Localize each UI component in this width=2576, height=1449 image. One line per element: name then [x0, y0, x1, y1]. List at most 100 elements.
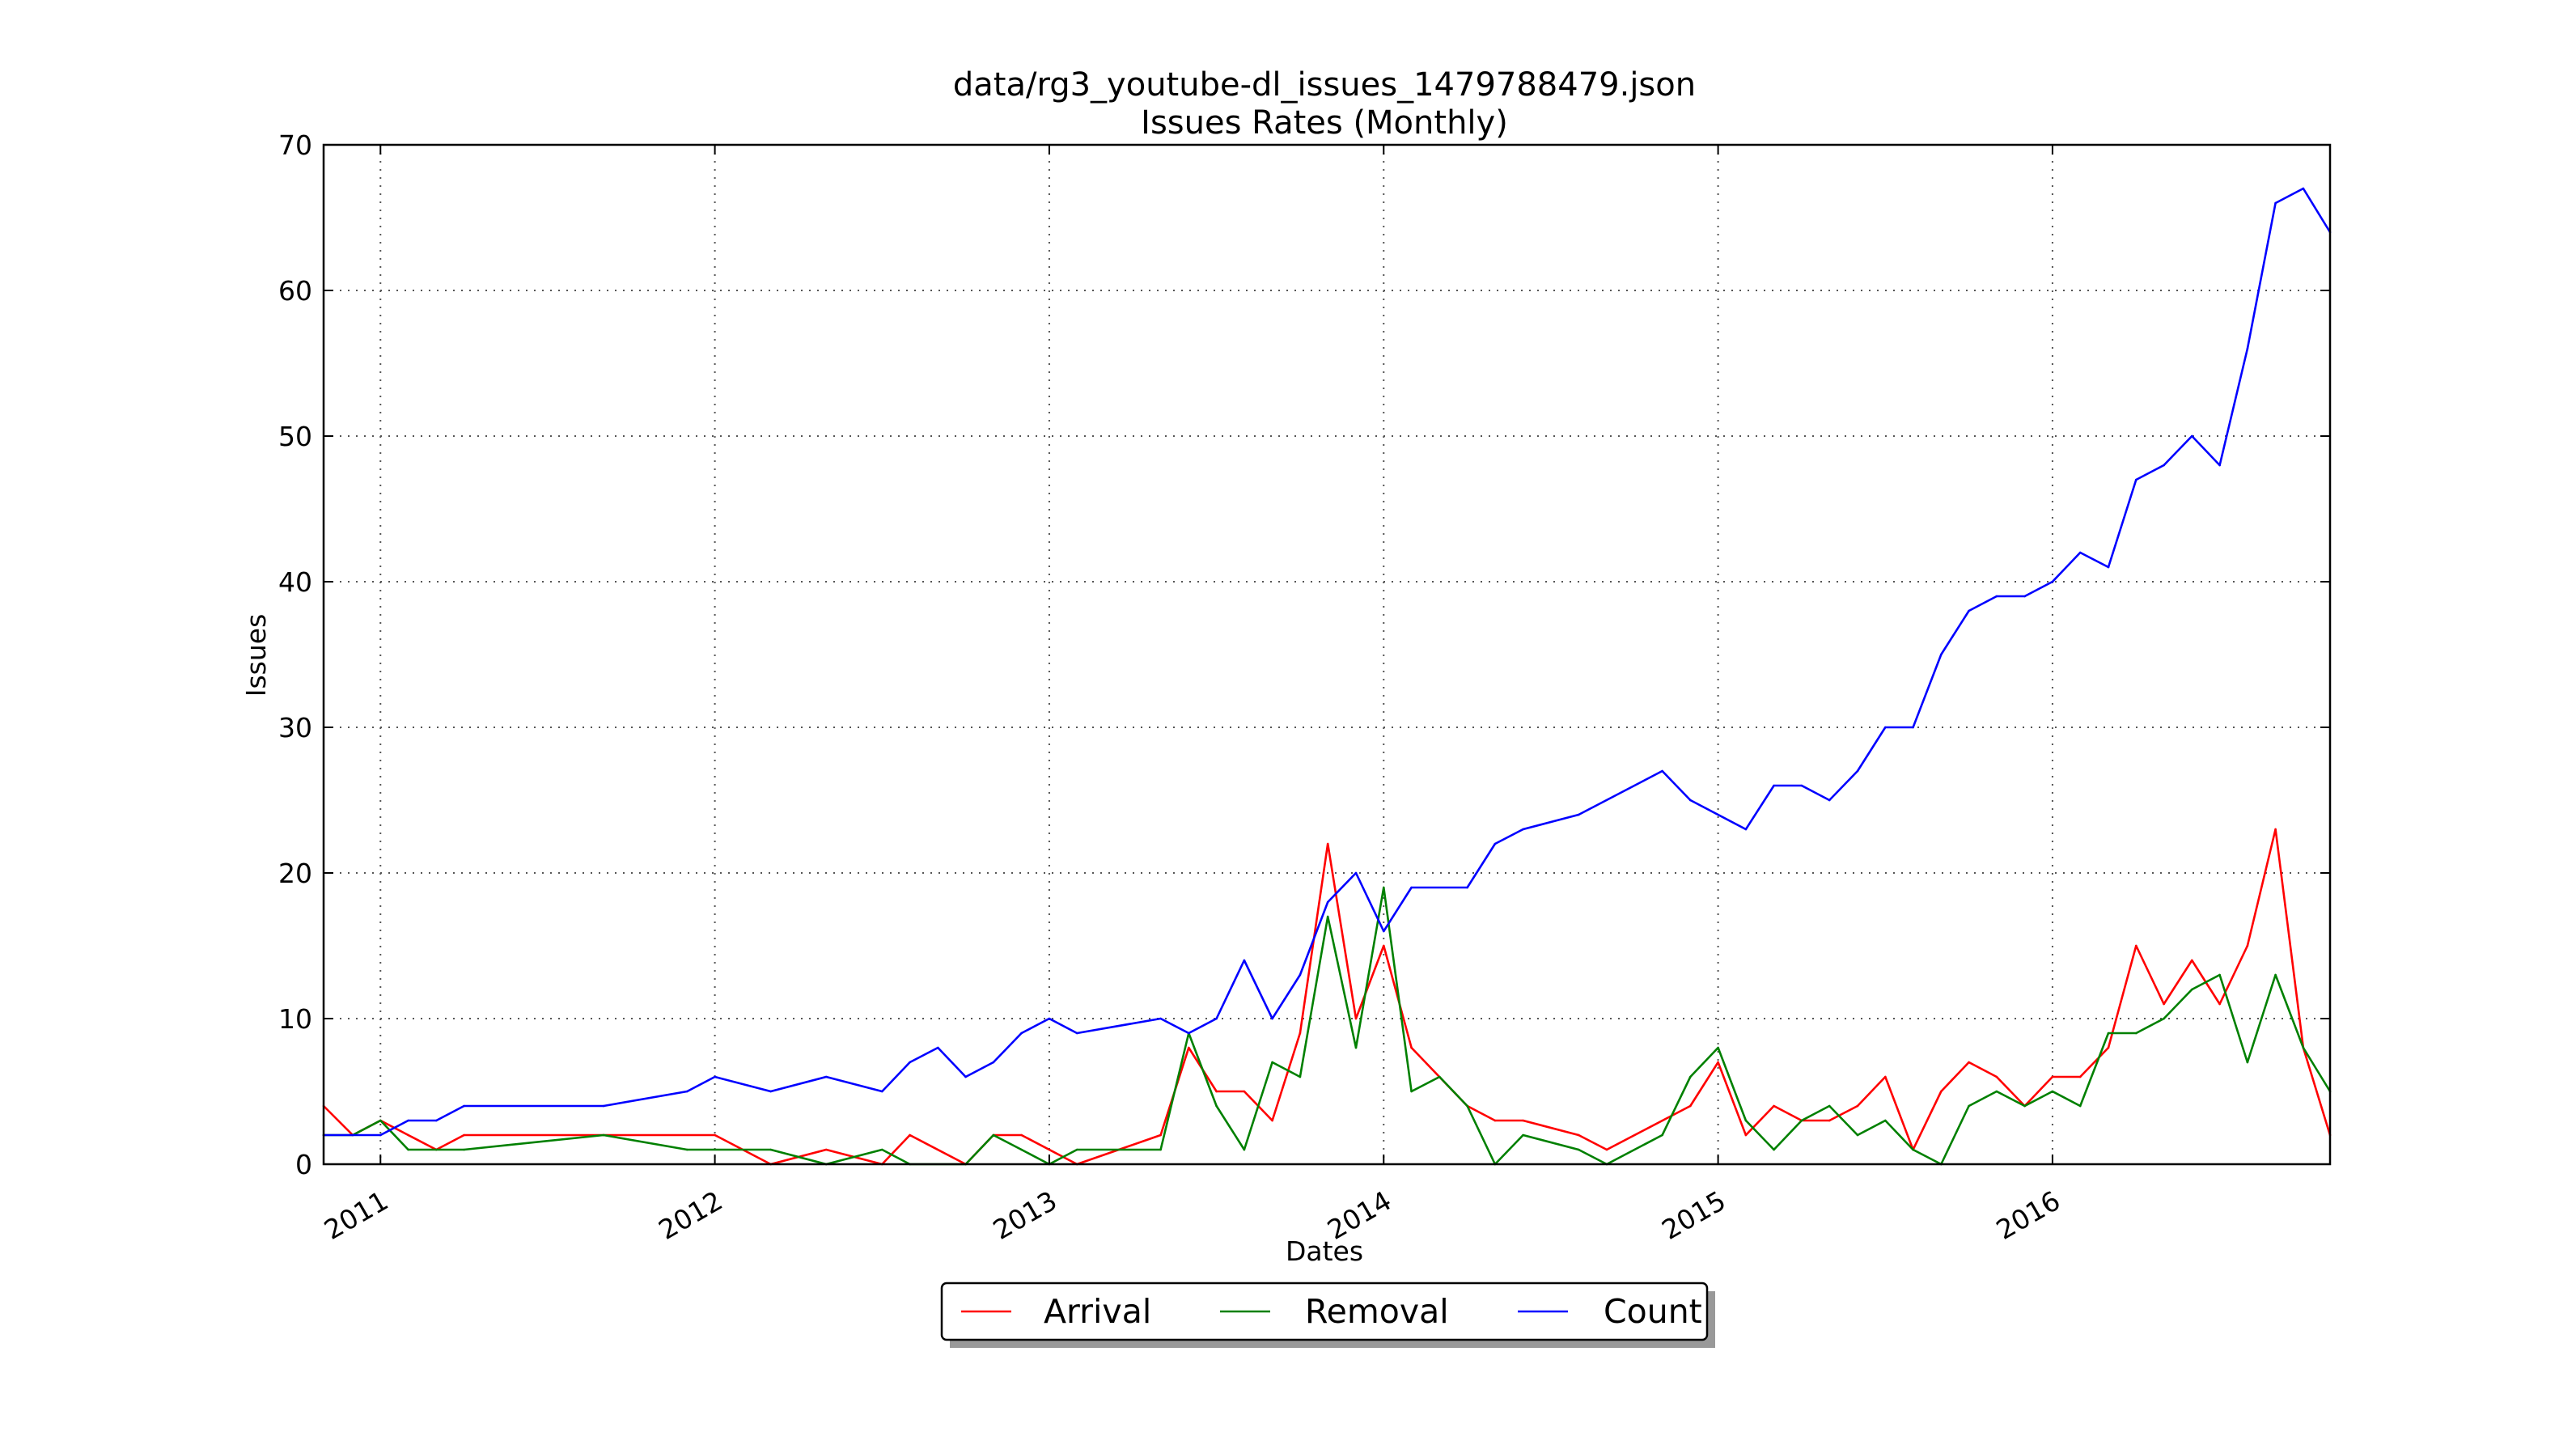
data-point-count	[2274, 201, 2277, 205]
data-point-count	[1271, 1017, 1273, 1020]
y-tick-label: 10	[278, 1003, 312, 1035]
data-point-count	[379, 1133, 382, 1137]
data-point-arrival	[1689, 1104, 1692, 1108]
data-point-count	[881, 1090, 883, 1093]
data-point-removal	[1299, 1075, 1302, 1078]
data-point-count	[1828, 799, 1831, 802]
data-point-removal	[2274, 973, 2277, 977]
data-point-removal	[463, 1148, 465, 1151]
data-point-arrival	[2274, 828, 2277, 831]
data-point-arrival	[909, 1133, 911, 1137]
data-point-count	[1968, 609, 1970, 612]
series-line-count	[324, 187, 2332, 1137]
data-point-arrival	[2078, 1075, 2082, 1078]
data-point-count	[909, 1061, 911, 1064]
data-point-arrival	[2191, 959, 2193, 962]
data-point-count	[1995, 595, 1998, 598]
data-point-removal	[1326, 915, 1329, 918]
data-point-removal	[1438, 1075, 1441, 1078]
data-point-arrival	[1968, 1061, 1970, 1064]
data-point-removal	[2078, 1104, 2082, 1108]
data-point-arrival	[1215, 1090, 1218, 1093]
data-point-arrival	[1884, 1075, 1887, 1078]
data-point-removal	[1383, 886, 1385, 889]
data-point-arrival	[1605, 1148, 1608, 1151]
data-point-count	[1243, 959, 1246, 962]
data-point-removal	[1773, 1148, 1775, 1151]
y-tick-label: 40	[278, 566, 312, 598]
data-point-removal	[1020, 1148, 1023, 1151]
data-point-arrival	[2107, 1046, 2110, 1049]
data-point-count	[2246, 347, 2249, 350]
series-lines	[322, 187, 2332, 1166]
data-point-count	[2135, 478, 2137, 481]
y-tick-label: 70	[278, 129, 312, 161]
data-point-count	[602, 1104, 605, 1108]
data-point-removal	[992, 1133, 995, 1137]
data-point-count	[992, 1061, 995, 1064]
data-point-arrival	[1717, 1061, 1719, 1064]
data-point-removal	[602, 1133, 605, 1137]
data-point-count	[714, 1075, 716, 1078]
data-point-removal	[1689, 1075, 1692, 1078]
data-point-removal	[1661, 1133, 1663, 1137]
data-point-count	[2051, 580, 2054, 583]
data-point-arrival	[1326, 842, 1329, 845]
data-point-count	[2107, 566, 2110, 569]
data-point-count	[937, 1046, 939, 1049]
data-point-count	[2163, 464, 2165, 467]
data-point-removal	[1075, 1148, 1078, 1151]
gridlines	[324, 145, 2330, 1164]
data-point-count	[1466, 886, 1468, 889]
data-point-removal	[407, 1148, 409, 1151]
y-tick-label: 30	[278, 712, 312, 744]
x-axis-label: Dates	[1286, 1235, 1363, 1267]
data-point-removal	[1159, 1148, 1162, 1151]
data-point-arrival	[2051, 1075, 2054, 1078]
data-point-arrival	[1159, 1133, 1162, 1137]
data-point-removal	[769, 1148, 772, 1151]
data-point-count	[2302, 187, 2305, 190]
legend-label-removal: Removal	[1305, 1292, 1449, 1331]
data-point-removal	[1522, 1133, 1524, 1137]
data-point-arrival	[824, 1148, 828, 1151]
data-point-arrival	[1410, 1046, 1413, 1049]
data-point-count	[2023, 595, 2026, 598]
data-point-removal	[1828, 1104, 1831, 1108]
data-point-arrival	[1383, 944, 1385, 947]
data-point-removal	[1354, 1046, 1358, 1049]
data-point-removal	[2163, 1017, 2165, 1020]
data-point-arrival	[1243, 1090, 1246, 1093]
data-point-arrival	[1577, 1133, 1580, 1137]
y-tick-label: 0	[295, 1149, 312, 1180]
data-point-arrival	[1773, 1104, 1775, 1108]
data-point-arrival	[1995, 1075, 1998, 1078]
data-point-count	[824, 1075, 828, 1078]
data-point-removal	[2023, 1104, 2026, 1108]
plot-frame	[322, 143, 2332, 1166]
data-point-count	[1215, 1017, 1218, 1020]
data-point-removal	[1410, 1090, 1413, 1093]
data-point-arrival	[1188, 1046, 1190, 1049]
data-point-count	[1884, 726, 1887, 729]
data-point-arrival	[1020, 1133, 1023, 1137]
data-point-arrival	[1940, 1090, 1943, 1093]
data-point-count	[1188, 1032, 1190, 1035]
y-axis-label: Issues	[240, 614, 272, 697]
data-point-count	[2218, 464, 2221, 467]
legend-label-arrival: Arrival	[1044, 1292, 1151, 1331]
data-point-arrival	[1744, 1133, 1748, 1137]
data-point-count	[964, 1075, 967, 1078]
data-point-count	[1912, 726, 1914, 729]
data-point-removal	[1968, 1104, 1970, 1108]
y-tick-label: 50	[278, 421, 312, 452]
series-line-removal	[324, 886, 2332, 1166]
data-point-removal	[1717, 1046, 1719, 1049]
data-point-count	[1075, 1032, 1078, 1035]
data-point-arrival	[1828, 1119, 1831, 1122]
data-point-count	[1048, 1017, 1051, 1020]
data-point-arrival	[1856, 1104, 1859, 1108]
data-point-removal	[1800, 1119, 1803, 1122]
data-point-count	[1800, 784, 1803, 787]
